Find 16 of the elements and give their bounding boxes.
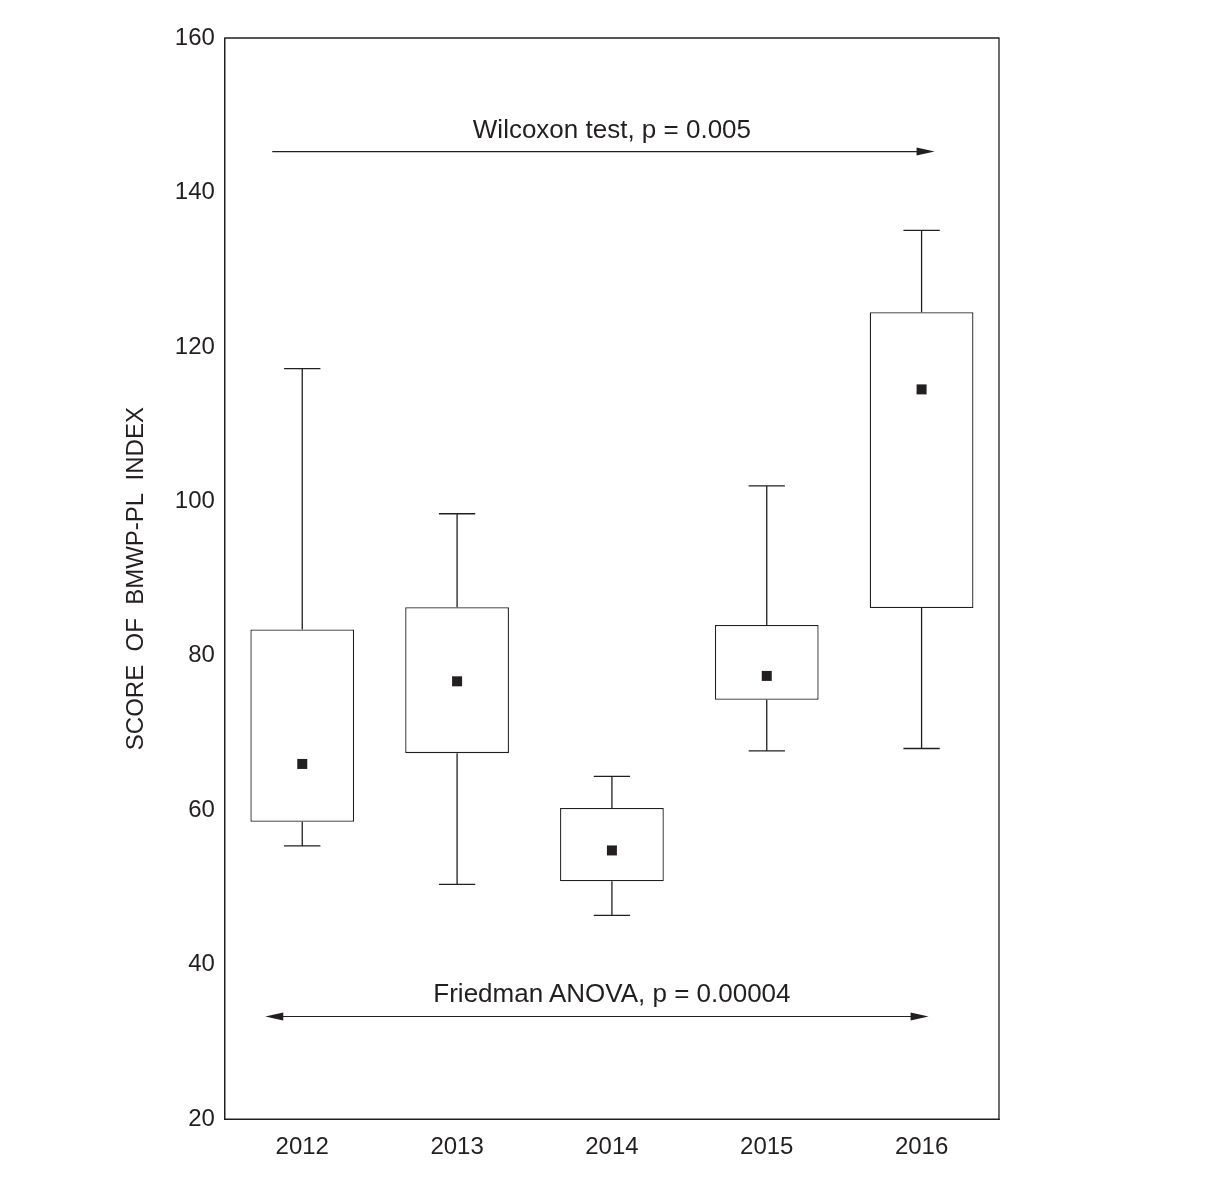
y-tick-label: 160 — [174, 22, 215, 50]
y-tick-label: 140 — [174, 177, 215, 205]
x-tick-label: 2014 — [585, 1132, 639, 1160]
y-tick-label: 20 — [188, 1103, 215, 1131]
annotation: Friedman ANOVA, p = 0.00004 — [433, 978, 791, 1009]
x-tick-label: 2013 — [430, 1132, 484, 1160]
y-tick-label: 60 — [188, 794, 215, 822]
y-tick-label: 120 — [174, 331, 215, 359]
x-tick-label: 2012 — [275, 1132, 329, 1160]
y-axis-title: SCORE OF BMWP-PL INDEX — [121, 407, 149, 751]
y-tick-label: 80 — [188, 640, 215, 668]
x-tick-label: 2015 — [740, 1132, 794, 1160]
annotation: Wilcoxon test, p = 0.005 — [472, 113, 752, 144]
y-tick-label: 40 — [188, 949, 215, 977]
y-tick-label: 100 — [174, 486, 215, 513]
x-tick-label: 2016 — [894, 1132, 949, 1160]
